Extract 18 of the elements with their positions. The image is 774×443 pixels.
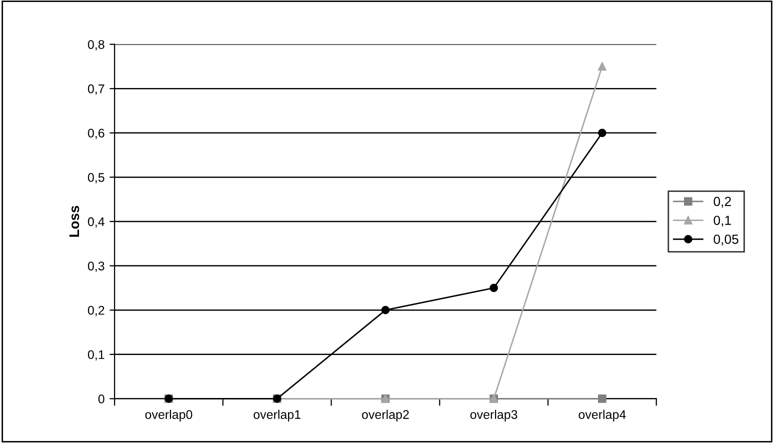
y-tick-label: 0,5 — [88, 173, 104, 184]
y-tick-label: 0,8 — [88, 40, 104, 50]
y-tick-label: 0,4 — [88, 217, 104, 228]
x-tick-label: overlap3 — [470, 410, 518, 422]
x-tick-label: overlap1 — [254, 410, 300, 422]
legend-label: 0,2 — [714, 196, 731, 208]
y-tick-label: 0,2 — [88, 306, 104, 316]
x-tick-label: overlap4 — [578, 410, 626, 422]
legend-label: 0,1 — [714, 216, 731, 227]
y-tick-label: 0,1 — [88, 350, 104, 361]
legend-label: 0,05 — [714, 234, 738, 246]
x-tick-label: overlap0 — [145, 410, 192, 422]
x-tick-label: overlap2 — [362, 410, 409, 422]
y-axis-title: Loss — [69, 206, 80, 237]
y-tick-label: 0 — [98, 394, 104, 404]
y-tick-label: 0,6 — [88, 128, 104, 140]
y-tick-label: 0,7 — [88, 84, 104, 95]
y-tick-label: 0,3 — [88, 262, 104, 272]
